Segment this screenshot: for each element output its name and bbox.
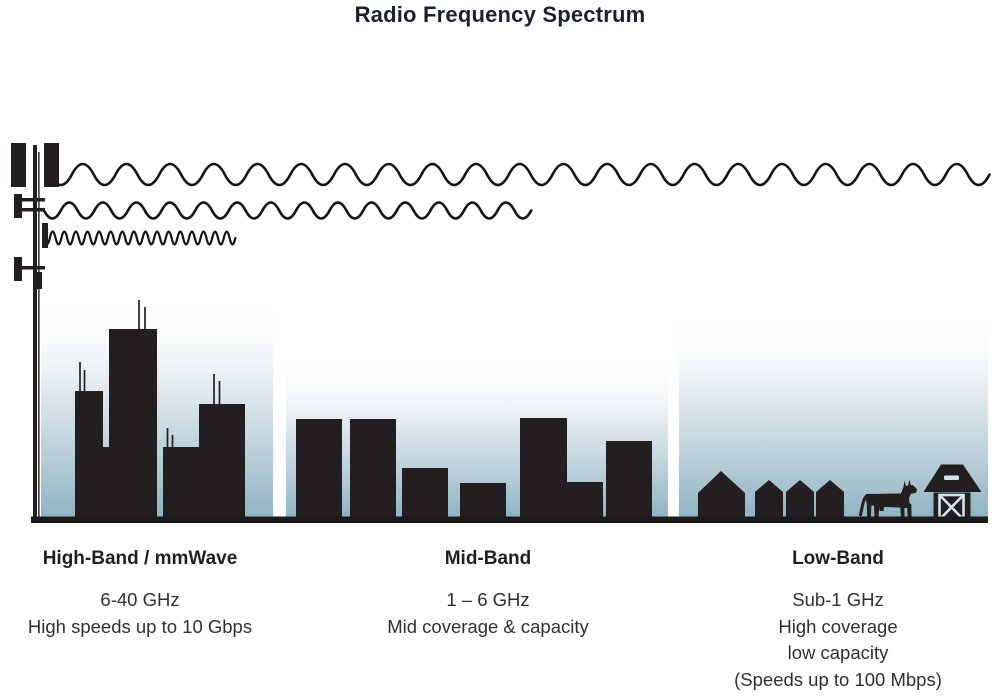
tower-antenna-panel-top-right <box>44 143 59 187</box>
cell-tower-icon <box>11 143 59 518</box>
tower-crossbar-mid-1 <box>16 198 45 202</box>
tower-pole-thin <box>38 152 40 518</box>
mid-building <box>402 468 448 518</box>
mid-building <box>460 483 506 518</box>
tower-antenna-panel-top-left <box>11 143 26 187</box>
mid-building <box>350 419 396 518</box>
tower-crossbar-low <box>16 266 45 270</box>
band-desc-high: 6-40 GHz High speeds up to 10 Gbps <box>10 587 270 640</box>
mid-building <box>520 418 567 518</box>
barn-door-cross <box>939 495 964 520</box>
band-line: High speeds up to 10 Gbps <box>27 615 253 637</box>
low-frequency-wave <box>48 162 991 187</box>
cow-icon <box>865 479 917 520</box>
tower-antenna-panel-mid <box>14 194 22 218</box>
tower-antenna-stub-low <box>36 272 42 289</box>
skyscraper <box>163 447 199 518</box>
skyscraper <box>199 404 245 518</box>
house <box>786 480 814 520</box>
page-title: Radio Frequency Spectrum <box>354 2 646 27</box>
house <box>816 480 844 520</box>
house <box>755 480 783 520</box>
tower-pole <box>33 145 37 518</box>
mid-band-label-block: Mid-Band 1 – 6 GHz Mid coverage & capaci… <box>358 548 618 640</box>
band-name-mid: Mid-Band <box>444 548 532 569</box>
high-band-city-icon <box>75 300 245 518</box>
mid-building <box>606 441 652 518</box>
band-freq-mid: 1 – 6 GHz <box>446 589 530 610</box>
band-freq-low: Sub-1 GHz <box>792 589 884 610</box>
high-band-label-block: High-Band / mmWave 6-40 GHz High speeds … <box>10 548 270 640</box>
band-desc-mid: 1 – 6 GHz Mid coverage & capacity <box>358 587 618 640</box>
barn-loft-window <box>944 475 959 480</box>
low-band-label-block: Low-Band Sub-1 GHz High coverage low cap… <box>708 548 968 693</box>
ground-line <box>31 516 988 523</box>
band-line: low capacity <box>787 642 889 663</box>
rooftop-antennas <box>79 300 221 448</box>
spectrum-scene <box>11 143 991 523</box>
skyscraper <box>109 329 157 518</box>
radio-waves <box>42 162 991 246</box>
low-band-rural-icon <box>698 464 982 521</box>
barn-icon <box>923 464 982 521</box>
mid-frequency-wave <box>42 201 533 220</box>
cow-tail <box>858 494 868 517</box>
band-freq-high: 6-40 GHz <box>100 589 180 610</box>
band-desc-low: Sub-1 GHz High coverage low capacity (Sp… <box>708 587 968 693</box>
band-line: (Speeds up to 100 Mbps) <box>734 668 942 690</box>
high-frequency-wave <box>42 230 237 246</box>
mid-band-city-icon <box>296 418 652 518</box>
band-name-high: High-Band / mmWave <box>42 548 238 569</box>
skyscraper <box>95 447 111 518</box>
tower-antenna-panel-low <box>14 257 22 281</box>
band-line: Mid coverage & capacity <box>387 615 589 637</box>
mid-building <box>296 419 342 518</box>
tower-antenna-stub-mid <box>42 223 48 248</box>
tower-crossbar-mid-2 <box>16 208 45 212</box>
band-line: High coverage <box>778 615 898 637</box>
house <box>698 471 745 520</box>
mid-building-annex <box>567 482 603 518</box>
band-name-low: Low-Band <box>792 548 884 569</box>
